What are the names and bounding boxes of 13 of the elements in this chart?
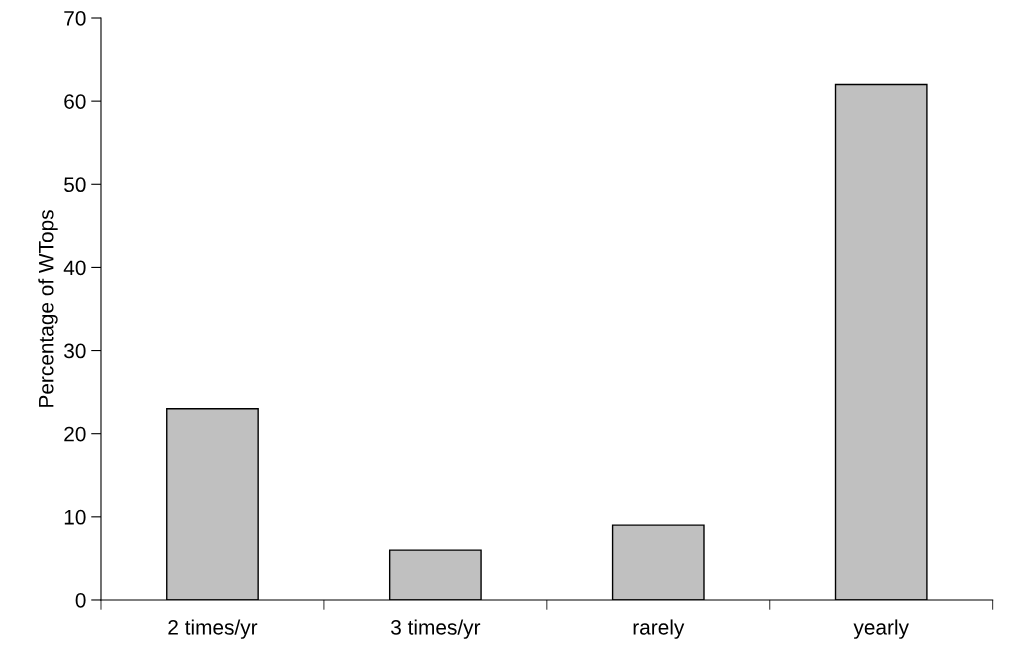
x-tick-label: 3 times/yr <box>391 619 481 639</box>
y-tick-label: 60 <box>64 94 86 109</box>
x-tick-label: rarely <box>633 619 685 639</box>
y-tick-label: 30 <box>64 343 86 359</box>
y-tick-label: 10 <box>64 509 86 525</box>
y-tick-label: 20 <box>64 426 86 442</box>
y-tick-label: 0 <box>75 592 86 608</box>
y-axis-title: Percentage of WTops <box>38 210 58 407</box>
x-tick-label: 2 times/yr <box>168 619 258 639</box>
y-tick-label: 40 <box>63 260 86 276</box>
y-tick-label: 50 <box>64 177 86 193</box>
x-tick-label: yearly <box>853 619 909 639</box>
y-tick-label: 70 <box>64 11 86 26</box>
